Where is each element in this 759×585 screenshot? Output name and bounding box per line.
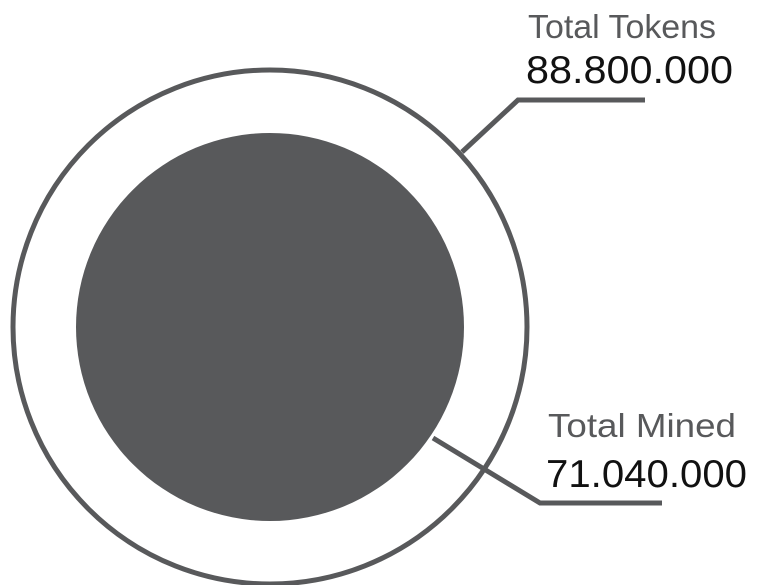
total-tokens-value: 88.800.000 bbox=[526, 49, 733, 92]
total-tokens-ring bbox=[10, 67, 530, 585]
total-mined-disc bbox=[76, 133, 464, 521]
total-mined-value: 71.040.000 bbox=[546, 453, 747, 496]
total-mined-title: Total Mined bbox=[548, 407, 736, 444]
total-mined-leader-line bbox=[431, 435, 662, 506]
total-tokens-title: Total Tokens bbox=[528, 8, 716, 45]
total-tokens-leader-line bbox=[460, 97, 645, 154]
